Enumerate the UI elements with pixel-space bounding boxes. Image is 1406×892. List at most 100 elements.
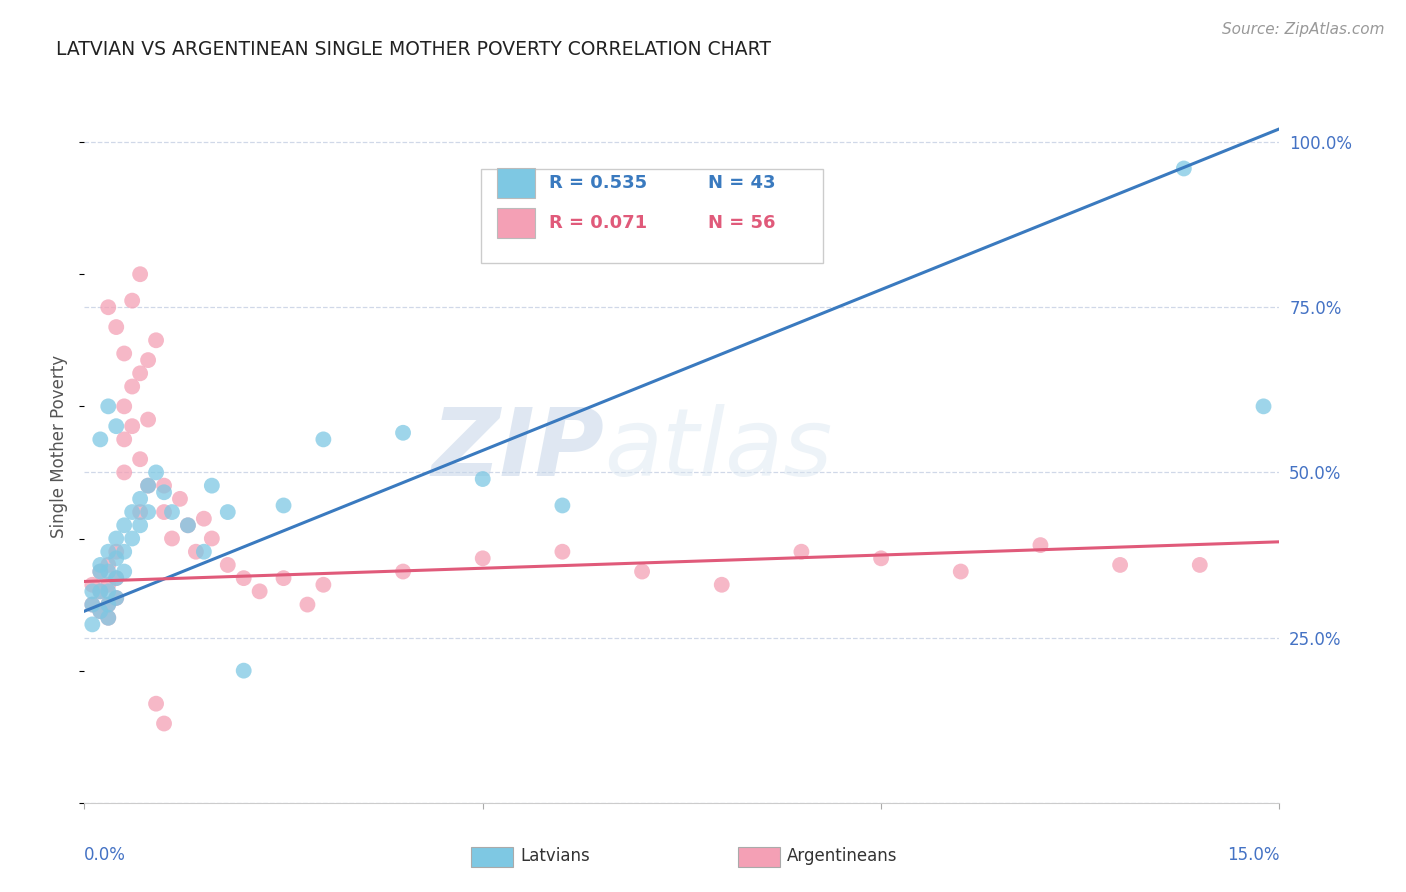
Point: [184, 545, 207, 559]
Point: [121, 532, 143, 546]
Point: [136, 412, 159, 426]
Point: [89, 604, 111, 618]
Point: [129, 491, 152, 506]
Point: [105, 591, 128, 605]
Point: [105, 320, 128, 334]
Point: [82, 578, 104, 592]
Point: [1253, 400, 1275, 414]
Point: [82, 598, 104, 612]
Point: [153, 505, 176, 519]
Point: [631, 565, 654, 579]
Point: [232, 571, 254, 585]
Point: [312, 578, 335, 592]
Text: R = 0.071: R = 0.071: [550, 214, 647, 232]
Point: [136, 478, 159, 492]
Point: [112, 400, 135, 414]
Point: [273, 571, 295, 585]
Point: [177, 518, 200, 533]
Point: [169, 491, 191, 506]
Point: [112, 466, 135, 480]
Point: [312, 433, 335, 447]
Point: [232, 664, 254, 678]
Point: [97, 300, 120, 314]
Point: [129, 367, 152, 381]
Y-axis label: Single Mother Poverty: Single Mother Poverty: [51, 354, 69, 538]
Point: [82, 598, 104, 612]
Point: [129, 452, 152, 467]
Point: [82, 617, 104, 632]
Text: 15.0%: 15.0%: [1227, 846, 1279, 863]
Point: [97, 584, 120, 599]
Point: [89, 584, 111, 599]
Point: [193, 511, 215, 525]
Point: [89, 558, 111, 572]
Text: Latvians: Latvians: [520, 847, 591, 865]
Point: [710, 578, 733, 592]
Point: [105, 551, 128, 566]
Point: [105, 419, 128, 434]
Point: [949, 565, 972, 579]
Point: [160, 505, 183, 519]
Point: [790, 545, 813, 559]
Point: [97, 598, 120, 612]
Point: [160, 532, 183, 546]
Text: N = 56: N = 56: [709, 214, 776, 232]
Point: [1029, 538, 1052, 552]
Point: [870, 551, 893, 566]
Point: [112, 433, 135, 447]
Point: [201, 532, 224, 546]
Point: [1109, 558, 1132, 572]
Point: [145, 697, 167, 711]
Point: [112, 346, 135, 360]
Point: [177, 518, 200, 533]
Point: [1188, 558, 1211, 572]
Text: N = 43: N = 43: [709, 175, 776, 193]
Point: [112, 565, 135, 579]
Text: Source: ZipAtlas.com: Source: ZipAtlas.com: [1222, 22, 1385, 37]
Point: [105, 571, 128, 585]
Point: [471, 472, 494, 486]
Point: [249, 584, 271, 599]
Point: [297, 598, 319, 612]
Point: [89, 604, 111, 618]
Point: [97, 545, 120, 559]
Point: [136, 505, 159, 519]
Text: R = 0.535: R = 0.535: [550, 175, 647, 193]
Point: [136, 353, 159, 368]
FancyBboxPatch shape: [496, 169, 534, 198]
Point: [217, 558, 239, 572]
Text: 0.0%: 0.0%: [84, 846, 127, 863]
Point: [217, 505, 239, 519]
Point: [273, 499, 295, 513]
Text: atlas: atlas: [605, 404, 832, 495]
Text: Argentineans: Argentineans: [787, 847, 898, 865]
Point: [105, 545, 128, 559]
Point: [121, 419, 143, 434]
Point: [136, 478, 159, 492]
Point: [129, 267, 152, 281]
Point: [97, 611, 120, 625]
Point: [153, 485, 176, 500]
Point: [193, 545, 215, 559]
Point: [97, 578, 120, 592]
Point: [89, 584, 111, 599]
Point: [89, 565, 111, 579]
Point: [201, 478, 224, 492]
FancyBboxPatch shape: [496, 209, 534, 238]
Point: [97, 400, 120, 414]
Point: [82, 584, 104, 599]
Point: [392, 565, 415, 579]
Point: [129, 518, 152, 533]
FancyBboxPatch shape: [481, 169, 823, 262]
Point: [89, 565, 111, 579]
Point: [97, 558, 120, 572]
Point: [105, 571, 128, 585]
Point: [471, 551, 494, 566]
Point: [97, 598, 120, 612]
Point: [392, 425, 415, 440]
Point: [551, 499, 574, 513]
Point: [121, 293, 143, 308]
Point: [89, 433, 111, 447]
Point: [145, 466, 167, 480]
Text: LATVIAN VS ARGENTINEAN SINGLE MOTHER POVERTY CORRELATION CHART: LATVIAN VS ARGENTINEAN SINGLE MOTHER POV…: [56, 40, 772, 59]
